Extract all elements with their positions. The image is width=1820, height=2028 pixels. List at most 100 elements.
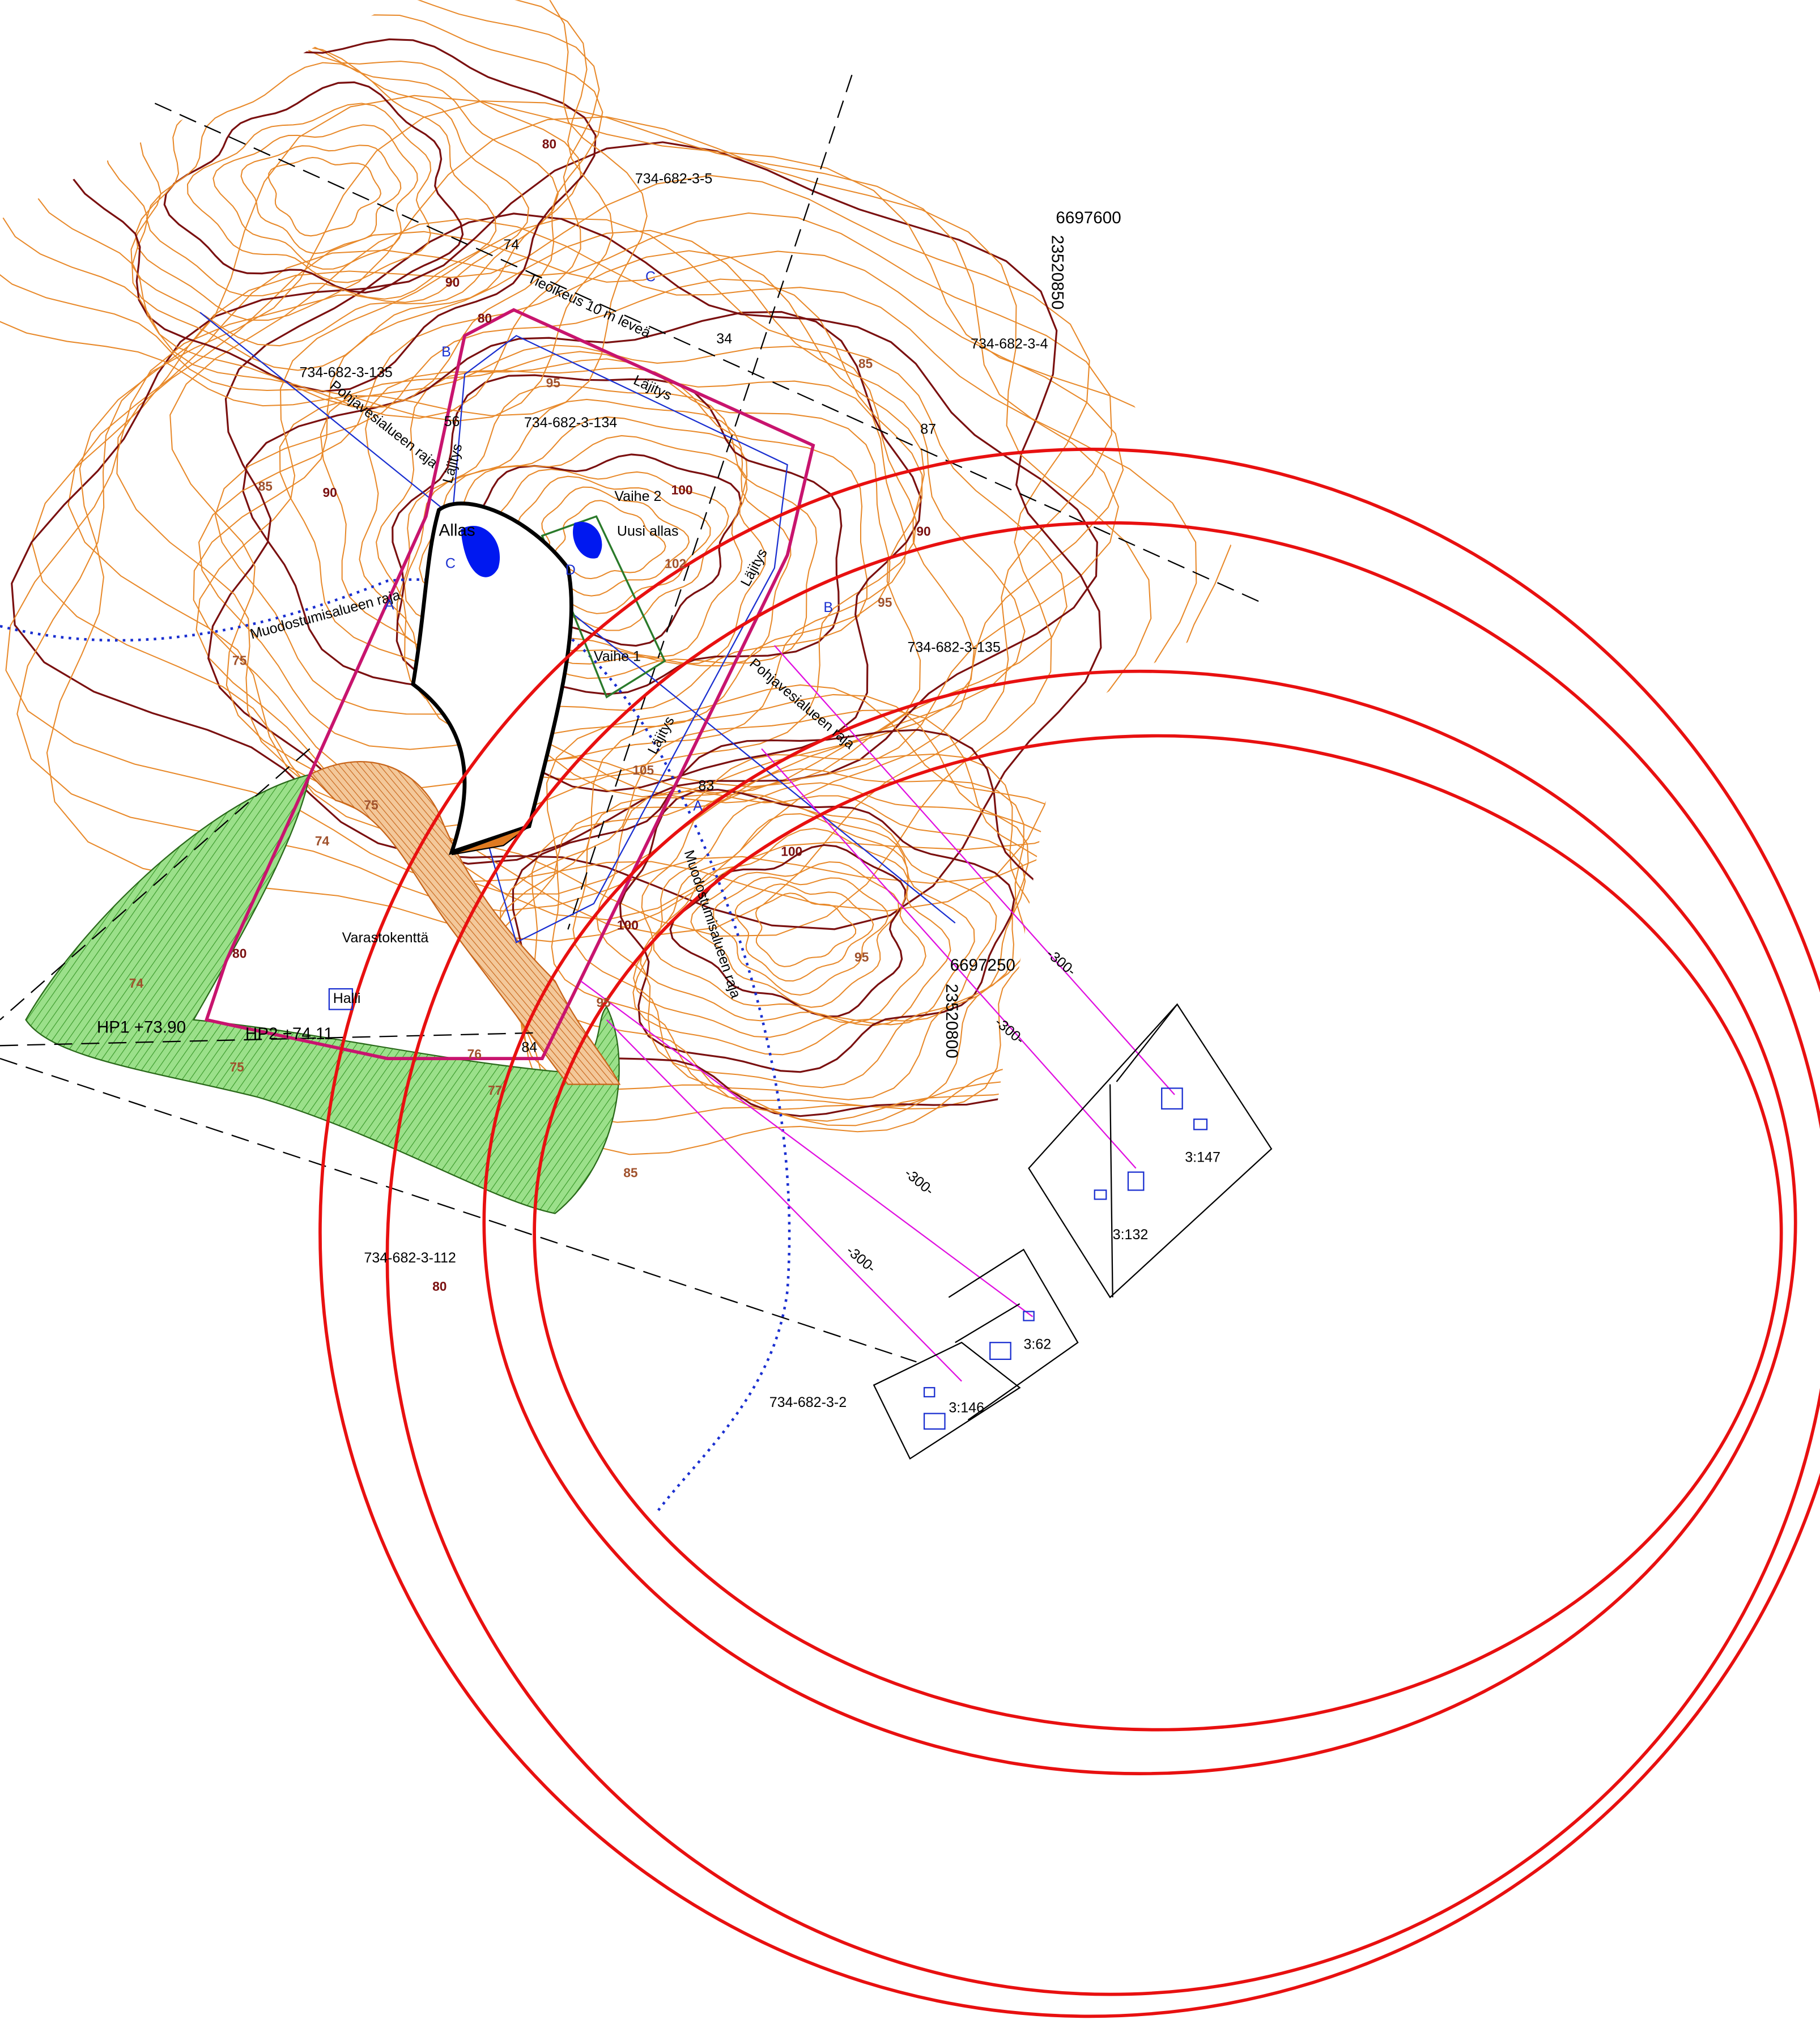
contour-line: [632, 792, 997, 1056]
parcel-label: 734-682-3-135: [907, 640, 1000, 656]
feature-label: Uusi allas: [617, 523, 679, 539]
contour-label: 80: [232, 946, 246, 960]
boundaries: [0, 74, 1820, 2018]
property-boundary: [0, 1032, 542, 1047]
parcel-label: 734-682-3-4: [971, 336, 1048, 352]
coordinate-north: 6697600: [1056, 209, 1121, 227]
radius-circle: [318, 448, 1820, 2018]
section-label: C: [645, 269, 656, 285]
buildings: [328, 988, 1208, 1430]
section-label: D: [565, 562, 576, 578]
contour-label: 80: [542, 137, 556, 151]
contour-line: [103, 29, 582, 371]
contour-line: [116, 231, 1124, 921]
contour-line: [212, 124, 418, 270]
contour-line: [320, 351, 907, 762]
contour-line: [539, 486, 690, 597]
contour-line: [619, 788, 1015, 1073]
property-boundary: [0, 748, 311, 1021]
contour-line: [690, 861, 899, 1008]
property: [948, 1248, 1079, 1421]
contour-label: 77: [488, 1083, 502, 1098]
parcel-label: 734-682-3-112: [364, 1250, 456, 1266]
building: [923, 1387, 935, 1398]
distance-line: [773, 645, 1175, 1095]
contour-line: [240, 144, 402, 254]
pit-edge: [411, 501, 573, 856]
contour-line: [755, 892, 857, 967]
contour-label: 75: [232, 653, 247, 668]
contour-line: [67, 212, 1112, 935]
coordinate-north: 6697250: [950, 956, 1015, 975]
property: [873, 1341, 1021, 1460]
contour-line: [135, 45, 529, 321]
elevation: 87: [920, 422, 936, 437]
contour-label: 90: [323, 485, 337, 500]
parcel-label: 734-682-3-5: [635, 171, 712, 187]
contour-label: 85: [623, 1166, 638, 1180]
feature-label: Allas: [439, 521, 475, 539]
properties: [873, 1003, 1273, 1460]
line-label: Läjitys: [738, 546, 771, 589]
property-label: 3:62: [1023, 1337, 1051, 1353]
contour-line: [734, 883, 874, 982]
property-boundary: [567, 74, 853, 930]
section-label: B: [441, 344, 451, 360]
elevation: 84: [521, 1040, 537, 1056]
radius-circle: [385, 521, 1820, 1996]
building: [1023, 1311, 1035, 1321]
building: [1127, 1171, 1145, 1191]
contour-line: [553, 500, 666, 580]
hall: [328, 988, 354, 1010]
section-label: A: [693, 798, 703, 814]
contour-label: 74: [129, 976, 144, 990]
feature-label: Varastokenttä: [342, 930, 429, 946]
contour-line: [632, 801, 975, 1038]
elevation: 74: [503, 237, 519, 253]
building: [1193, 1119, 1208, 1130]
contour-label: 102: [665, 556, 686, 571]
contour-line: [0, 0, 614, 422]
contour-line: [268, 157, 382, 237]
line-label: Läjitys: [631, 372, 674, 403]
section-label: B: [823, 600, 833, 615]
property: [1028, 1003, 1273, 1299]
contour-line: [186, 103, 432, 283]
contour-line: [572, 782, 1029, 1100]
pit-edge-fill: [451, 825, 530, 856]
elevation: 56: [444, 414, 460, 430]
distance-lines: [580, 645, 1175, 1382]
distance-label: -300-: [992, 1014, 1027, 1048]
slope-area: [308, 761, 621, 1085]
groundwater-line: [199, 312, 956, 924]
elevation: 83: [698, 777, 714, 793]
coordinate-east: 23520800: [942, 984, 961, 1058]
building: [989, 1342, 1011, 1360]
line-label: Pohjavesialueen raja: [746, 655, 857, 752]
section-label: C: [445, 555, 456, 571]
contour-label: 80: [432, 1279, 447, 1294]
feature-label: Halli: [333, 990, 361, 1006]
radius-circles: [318, 448, 1820, 2018]
point-label: HP2 +74.11: [245, 1024, 333, 1043]
contour-label: 95: [854, 950, 869, 964]
contour-line: [16, 100, 1197, 912]
contour-label: 76: [467, 1047, 482, 1061]
parcel-label: 734-682-3-134: [524, 415, 617, 431]
property-label: 3:146: [949, 1400, 984, 1415]
contour-line: [640, 813, 951, 1027]
contour-label: 75: [364, 797, 379, 812]
feature-label: Vaihe 1: [594, 648, 641, 664]
contour-line: [713, 876, 889, 996]
contour-label: 85: [258, 479, 273, 494]
feature-label: Vaihe 2: [614, 488, 661, 504]
contour-label: 75: [229, 1060, 244, 1074]
building: [1161, 1087, 1183, 1110]
distance-line: [606, 1019, 962, 1382]
distance-label: -300-: [1043, 946, 1079, 979]
radius-circle: [482, 669, 1797, 1775]
contour-label: 95: [596, 995, 611, 1010]
contour-label: 80: [478, 311, 492, 326]
contour-line: [66, 28, 597, 393]
coordinate-east: 23520850: [1048, 235, 1067, 310]
